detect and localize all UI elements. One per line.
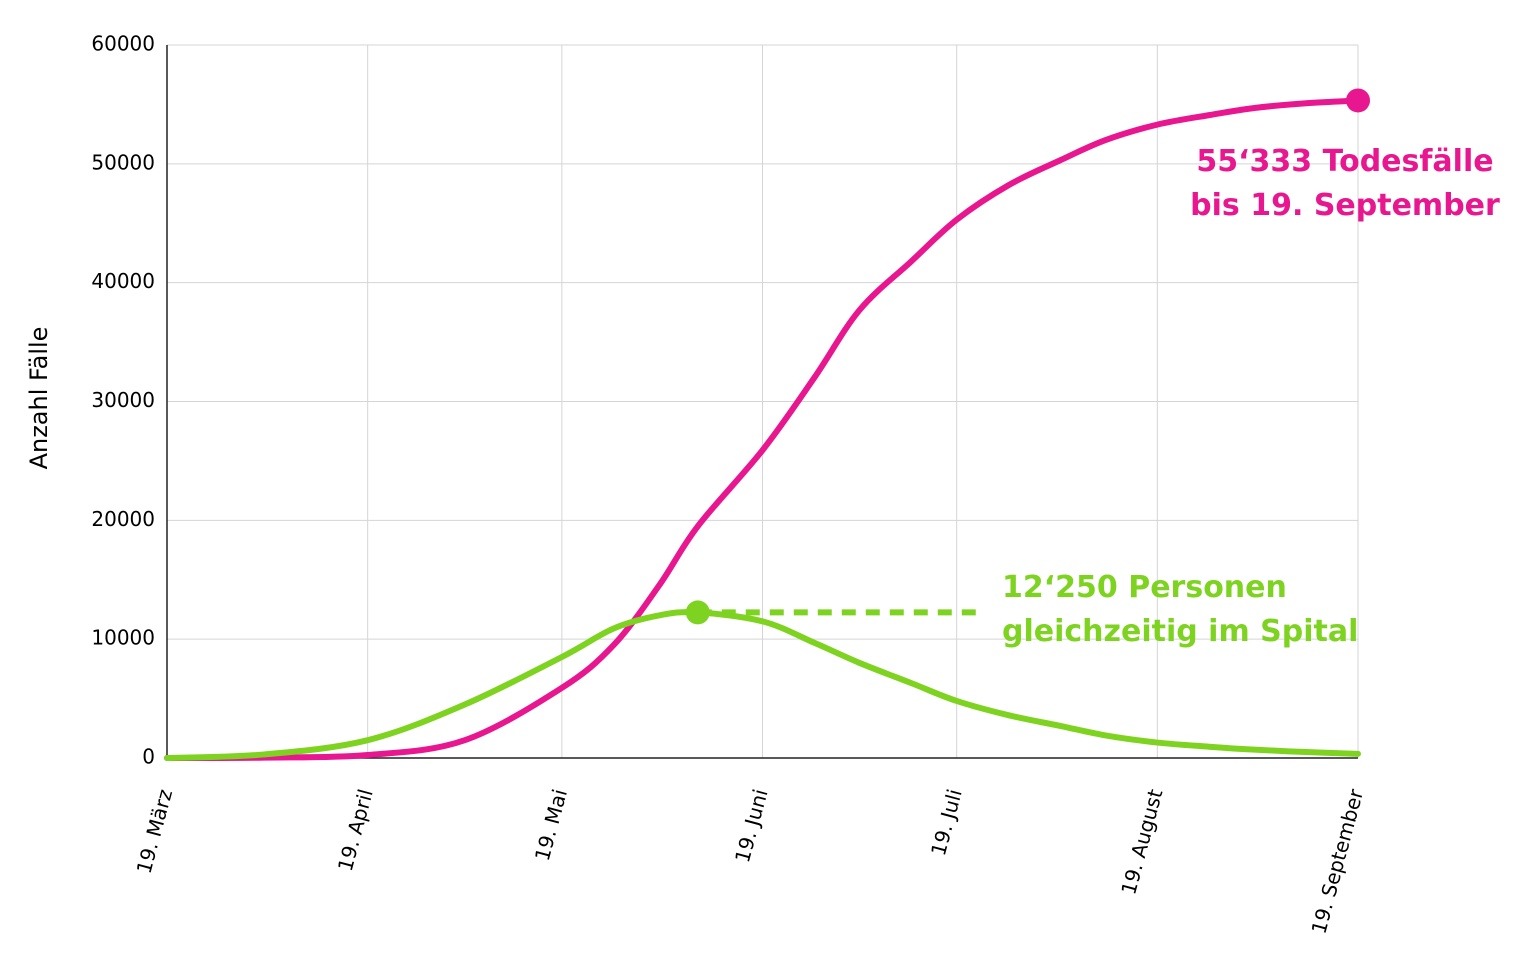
annotation: bis 19. September <box>1190 188 1500 223</box>
annotation: 55‘333 Todesfälle <box>1196 144 1493 179</box>
x-tick-label: 19. Mai <box>530 787 572 864</box>
x-tick-label: 19. September <box>1306 786 1368 937</box>
y-tick-label: 10000 <box>91 626 155 650</box>
x-tick-label: 19. März <box>132 787 178 877</box>
annotation: gleichzeitig im Spital <box>1002 614 1358 649</box>
y-tick-label: 0 <box>142 745 155 769</box>
x-tick-label: 19. April <box>333 787 378 874</box>
y-tick-label: 60000 <box>91 32 155 56</box>
y-tick-label: 20000 <box>91 507 155 531</box>
line <box>164 609 1361 761</box>
y-tick-label: 40000 <box>91 269 155 293</box>
y-tick-label: 50000 <box>91 150 155 174</box>
y-tick-label: 30000 <box>91 388 155 412</box>
highlight-marker <box>685 600 710 625</box>
highlight-marker <box>1346 88 1370 113</box>
y-axis-label: Anzahl Fälle <box>25 327 53 470</box>
x-tick-label: 19. Juni <box>730 787 773 866</box>
line <box>164 97 1361 761</box>
x-tick-label: 19. Juli <box>926 787 967 859</box>
annotation: 12‘250 Personen <box>1002 570 1287 605</box>
x-tick-label: 19. August <box>1116 786 1167 897</box>
